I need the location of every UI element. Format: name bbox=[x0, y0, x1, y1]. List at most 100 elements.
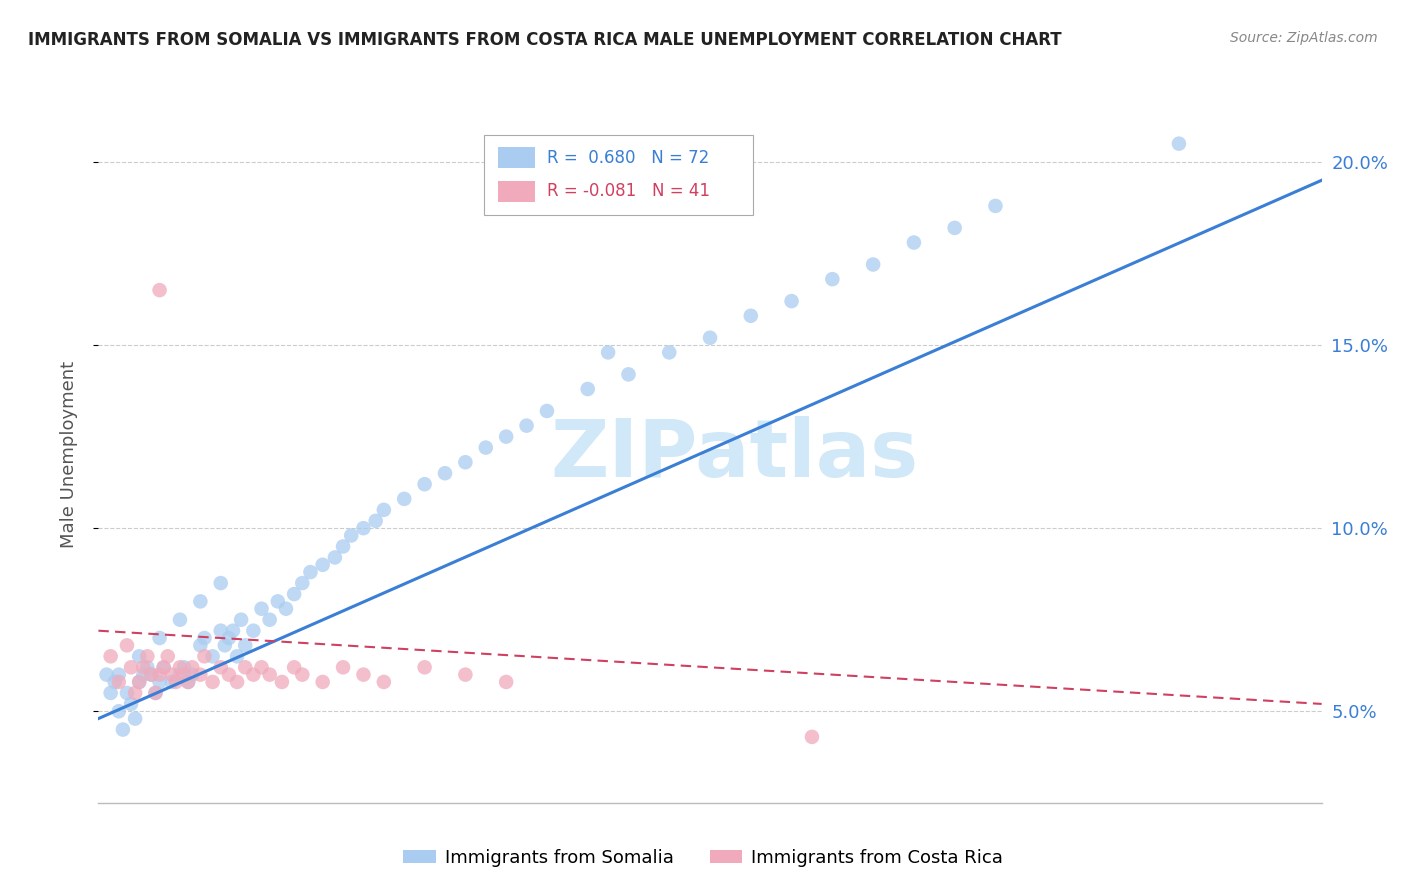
Point bbox=[214, 638, 236, 652]
Point bbox=[149, 667, 172, 681]
Point bbox=[821, 272, 844, 286]
Point bbox=[242, 624, 264, 638]
Point bbox=[160, 675, 183, 690]
Text: R =  0.680   N = 72: R = 0.680 N = 72 bbox=[547, 149, 710, 167]
Point bbox=[100, 649, 122, 664]
Point bbox=[108, 667, 131, 681]
Bar bbox=[498, 147, 536, 169]
Point bbox=[218, 667, 240, 681]
Point bbox=[149, 675, 172, 690]
Point bbox=[699, 331, 721, 345]
Point bbox=[152, 660, 174, 674]
Point bbox=[128, 675, 150, 690]
Point bbox=[516, 418, 538, 433]
Point bbox=[299, 565, 322, 579]
Point bbox=[193, 631, 215, 645]
Text: ZIPatlas: ZIPatlas bbox=[550, 416, 918, 494]
Point bbox=[173, 667, 195, 681]
Point bbox=[862, 258, 884, 272]
Point bbox=[145, 686, 167, 700]
Point bbox=[188, 594, 212, 608]
Point bbox=[149, 631, 172, 645]
Point bbox=[231, 613, 253, 627]
Point bbox=[188, 667, 212, 681]
Point bbox=[165, 675, 187, 690]
Point bbox=[270, 675, 294, 690]
Point bbox=[413, 660, 436, 674]
FancyBboxPatch shape bbox=[484, 135, 752, 215]
Point bbox=[250, 660, 273, 674]
Point bbox=[943, 220, 966, 235]
Point bbox=[209, 576, 232, 591]
Point bbox=[274, 601, 297, 615]
Point bbox=[332, 540, 354, 554]
Point bbox=[152, 660, 174, 674]
Point bbox=[141, 667, 163, 681]
Point bbox=[598, 345, 620, 359]
Point bbox=[495, 429, 517, 443]
Point bbox=[576, 382, 599, 396]
Point bbox=[312, 558, 335, 572]
Y-axis label: Male Unemployment: Male Unemployment bbox=[59, 361, 77, 549]
Point bbox=[364, 514, 387, 528]
Point bbox=[259, 613, 281, 627]
Point bbox=[104, 675, 127, 690]
Point bbox=[474, 441, 498, 455]
Point bbox=[226, 649, 249, 664]
Point bbox=[111, 723, 134, 737]
Point bbox=[108, 675, 131, 690]
Point bbox=[100, 686, 122, 700]
Point bbox=[222, 624, 245, 638]
Point bbox=[193, 649, 215, 664]
Text: R = -0.081   N = 41: R = -0.081 N = 41 bbox=[547, 182, 710, 200]
Point bbox=[120, 660, 142, 674]
Point bbox=[177, 675, 200, 690]
Legend: Immigrants from Somalia, Immigrants from Costa Rica: Immigrants from Somalia, Immigrants from… bbox=[396, 842, 1010, 874]
Point bbox=[201, 675, 224, 690]
Point bbox=[242, 667, 264, 681]
Point bbox=[115, 686, 138, 700]
Point bbox=[352, 521, 374, 535]
Point bbox=[617, 368, 640, 382]
Point bbox=[132, 667, 155, 681]
Point bbox=[124, 712, 146, 726]
Point bbox=[373, 503, 395, 517]
Point bbox=[120, 697, 142, 711]
Point bbox=[96, 667, 118, 681]
Point bbox=[283, 587, 305, 601]
Point bbox=[267, 594, 290, 608]
Point bbox=[132, 660, 155, 674]
Point bbox=[801, 730, 824, 744]
Point bbox=[536, 404, 558, 418]
Point bbox=[495, 675, 517, 690]
Point bbox=[181, 667, 204, 681]
Point bbox=[903, 235, 925, 250]
Point bbox=[173, 660, 195, 674]
Point bbox=[340, 528, 363, 542]
Point bbox=[984, 199, 1007, 213]
Point bbox=[209, 660, 232, 674]
Point bbox=[218, 631, 240, 645]
Point bbox=[413, 477, 436, 491]
Point bbox=[352, 667, 374, 681]
Point bbox=[291, 576, 314, 591]
Point bbox=[1167, 136, 1189, 151]
Point bbox=[145, 686, 167, 700]
Point bbox=[141, 667, 163, 681]
Point bbox=[209, 624, 232, 638]
Point bbox=[233, 660, 256, 674]
Point bbox=[169, 613, 191, 627]
Point bbox=[259, 667, 281, 681]
Point bbox=[780, 294, 803, 309]
Point bbox=[188, 638, 212, 652]
Point bbox=[434, 467, 457, 481]
Point bbox=[392, 491, 416, 506]
Point bbox=[312, 675, 335, 690]
Point bbox=[201, 649, 224, 664]
Point bbox=[136, 660, 159, 674]
Point bbox=[740, 309, 762, 323]
Point bbox=[233, 638, 256, 652]
Bar bbox=[498, 181, 536, 202]
Text: IMMIGRANTS FROM SOMALIA VS IMMIGRANTS FROM COSTA RICA MALE UNEMPLOYMENT CORRELAT: IMMIGRANTS FROM SOMALIA VS IMMIGRANTS FR… bbox=[28, 31, 1062, 49]
Point bbox=[156, 649, 179, 664]
